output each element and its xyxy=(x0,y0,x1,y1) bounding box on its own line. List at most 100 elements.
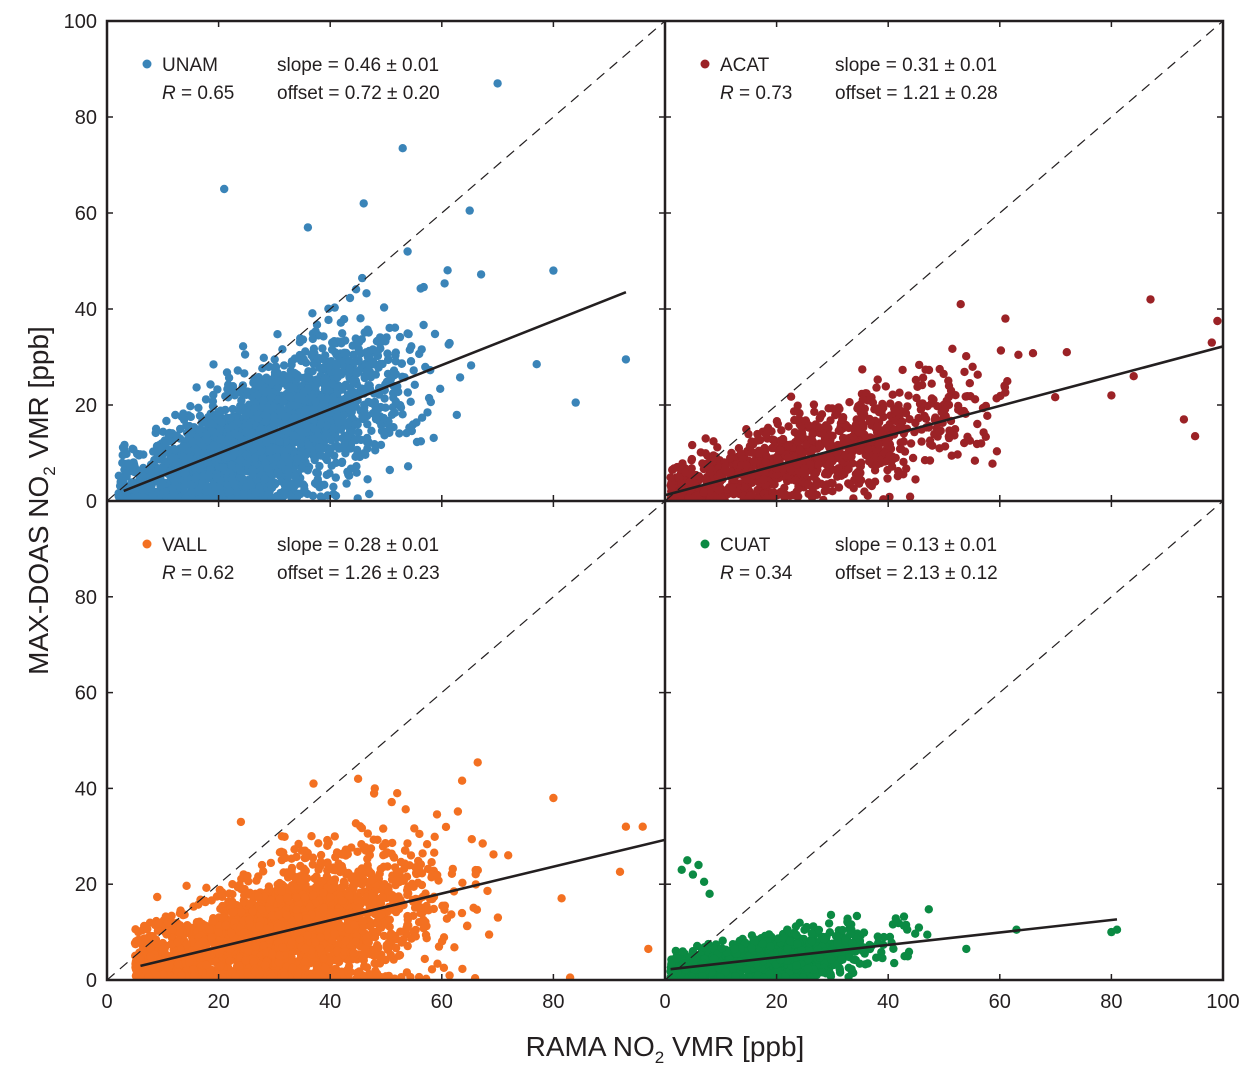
data-point xyxy=(336,425,346,434)
data-point xyxy=(308,334,317,344)
data-point xyxy=(334,444,344,453)
data-point xyxy=(699,488,708,497)
data-point xyxy=(762,493,771,501)
data-point xyxy=(953,450,962,459)
data-point xyxy=(791,476,800,485)
panel-acat-fit-line xyxy=(665,345,1223,497)
panel-vall-plot-area xyxy=(107,501,665,980)
data-point xyxy=(123,468,132,478)
data-point xyxy=(688,494,698,501)
data-point xyxy=(325,469,334,478)
data-point xyxy=(260,474,270,484)
data-point xyxy=(965,379,974,388)
data-point xyxy=(153,892,162,902)
data-point xyxy=(176,434,185,443)
data-point xyxy=(845,480,854,489)
data-point xyxy=(186,402,195,411)
data-point xyxy=(1129,372,1138,381)
data-point xyxy=(412,418,421,427)
data-point xyxy=(792,460,801,469)
data-point xyxy=(224,380,233,389)
data-point xyxy=(164,436,173,445)
data-point xyxy=(227,461,236,470)
data-point xyxy=(886,399,895,408)
data-point xyxy=(311,425,320,434)
data-point xyxy=(873,375,882,384)
data-point xyxy=(888,390,897,399)
data-point xyxy=(320,400,329,409)
data-point xyxy=(241,482,251,492)
data-point xyxy=(186,480,196,489)
data-point xyxy=(264,464,273,473)
data-point xyxy=(270,355,279,364)
data-point xyxy=(262,412,271,422)
data-point xyxy=(192,472,201,482)
data-point xyxy=(820,470,830,479)
data-point xyxy=(354,367,363,377)
data-point xyxy=(390,323,400,332)
data-point xyxy=(925,456,935,465)
data-point xyxy=(227,422,237,431)
data-point xyxy=(232,487,241,496)
data-point xyxy=(316,420,326,429)
data-point xyxy=(195,425,204,434)
data-point xyxy=(786,392,796,401)
data-point xyxy=(267,378,276,387)
data-point xyxy=(315,461,324,471)
data-point xyxy=(171,410,180,420)
data-point xyxy=(879,412,888,422)
data-point xyxy=(338,385,347,394)
data-point xyxy=(360,373,369,383)
data-point xyxy=(450,943,459,952)
data-point xyxy=(493,913,503,922)
data-point xyxy=(899,457,908,467)
data-point xyxy=(453,807,463,816)
data-point xyxy=(158,480,167,489)
data-point xyxy=(1014,350,1023,359)
data-point xyxy=(338,329,347,338)
data-point xyxy=(789,407,799,416)
data-point xyxy=(193,486,202,496)
data-point xyxy=(777,426,786,435)
data-point xyxy=(961,392,970,401)
data-point xyxy=(186,412,195,422)
data-point xyxy=(810,407,819,416)
data-point xyxy=(324,449,333,459)
data-point xyxy=(243,387,252,396)
data-point xyxy=(266,480,276,489)
data-point xyxy=(786,465,795,474)
data-point xyxy=(233,388,242,397)
data-point xyxy=(333,373,342,382)
data-point xyxy=(834,426,843,435)
data-point xyxy=(236,456,245,465)
data-point xyxy=(391,351,400,360)
data-point xyxy=(701,449,710,458)
data-point xyxy=(396,403,406,412)
data-point xyxy=(809,400,819,409)
data-point xyxy=(834,483,844,492)
data-point xyxy=(365,489,374,499)
data-point xyxy=(426,397,435,407)
data-point xyxy=(688,440,697,450)
data-point xyxy=(386,374,396,384)
data-point xyxy=(807,435,817,445)
data-point xyxy=(843,438,852,447)
data-point xyxy=(795,446,804,455)
data-point xyxy=(371,446,380,455)
data-point xyxy=(145,483,155,493)
data-point xyxy=(371,414,381,424)
data-point xyxy=(828,487,837,496)
data-point xyxy=(973,419,982,429)
data-point xyxy=(669,464,679,473)
data-point xyxy=(360,328,369,337)
data-point xyxy=(728,483,737,492)
data-point xyxy=(233,366,242,375)
data-point xyxy=(250,404,259,413)
panel-unam-scatter-points xyxy=(114,79,631,501)
data-point xyxy=(860,404,869,413)
data-point xyxy=(784,422,793,431)
data-point xyxy=(407,426,416,436)
data-point xyxy=(921,414,931,423)
data-point xyxy=(895,388,904,397)
data-point xyxy=(295,438,304,448)
